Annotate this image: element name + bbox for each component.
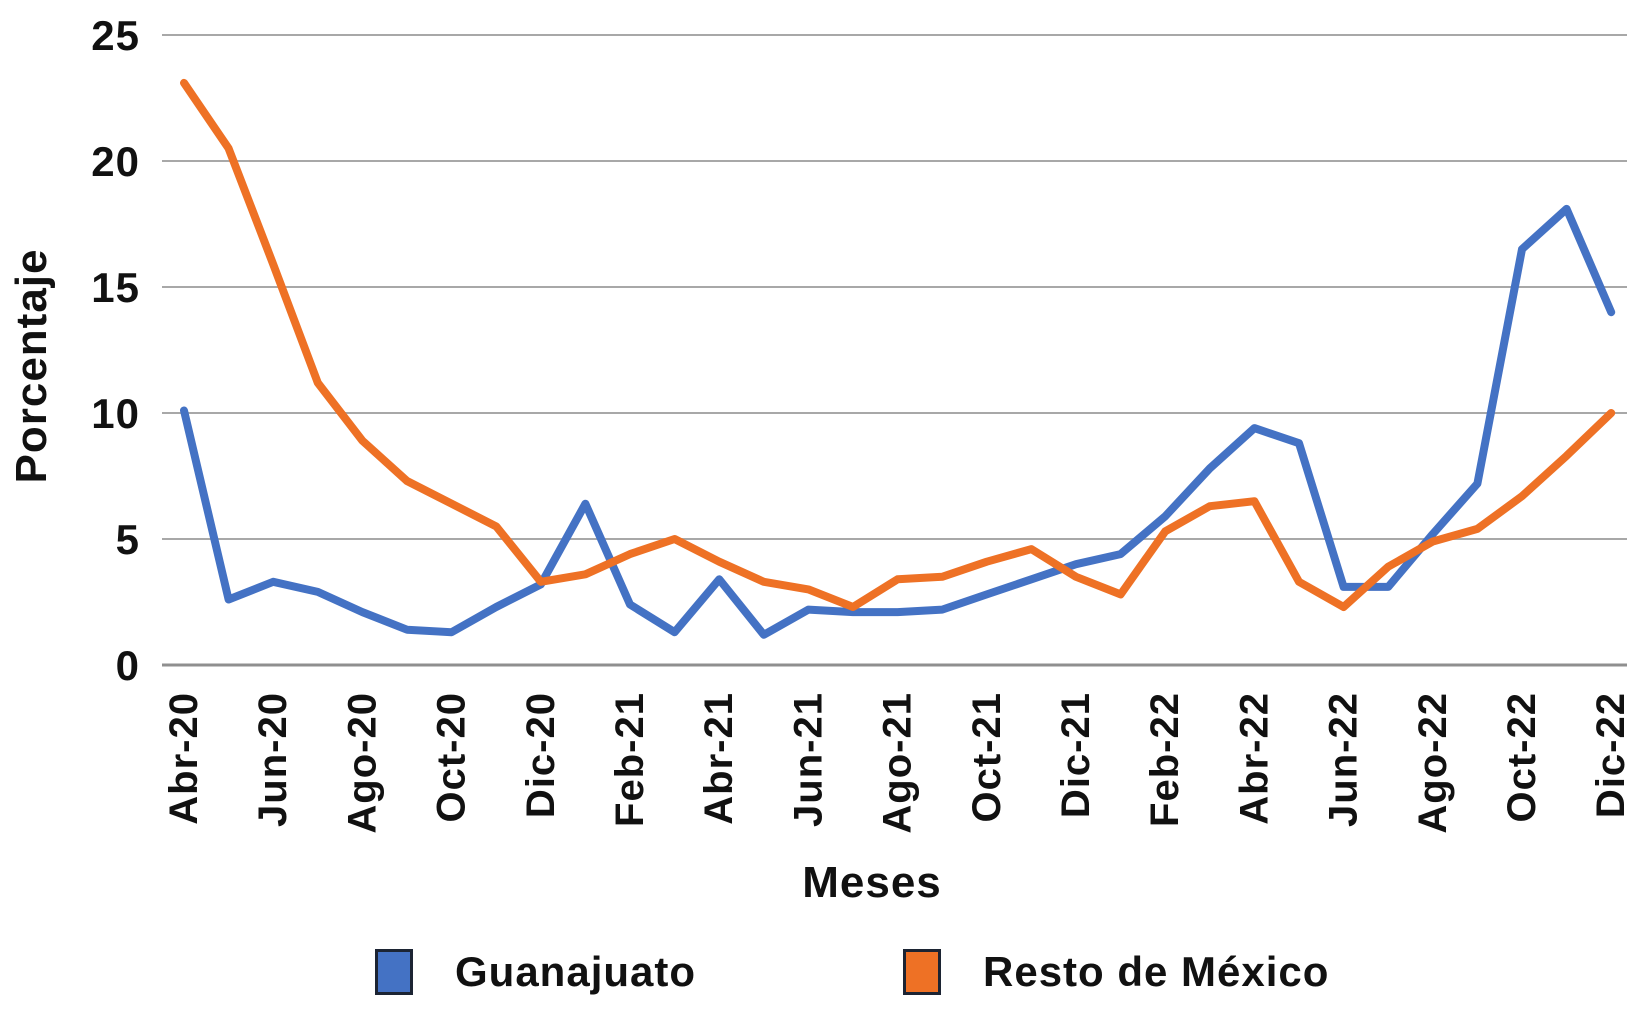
svg-text:20: 20 [91,138,140,185]
svg-text:Oct-22: Oct-22 [1500,692,1544,823]
legend-swatch-guanajuato [375,949,413,995]
legend-item-guanajuato: Guanajuato [375,948,696,996]
svg-text:Abr-22: Abr-22 [1232,692,1276,825]
svg-text:Dic-21: Dic-21 [1054,692,1098,818]
svg-text:Abr-21: Abr-21 [697,692,741,825]
svg-text:Ago-21: Ago-21 [876,692,920,834]
svg-text:0: 0 [116,642,140,689]
svg-text:Jun-21: Jun-21 [786,692,830,827]
svg-text:Abr-20: Abr-20 [162,692,206,825]
svg-text:Oct-21: Oct-21 [965,692,1009,823]
x-axis-title: Meses [802,858,942,907]
y-axis-title: Porcentaje [7,248,56,484]
svg-text:15: 15 [91,264,140,311]
legend-label-resto-de-mexico: Resto de México [983,948,1330,995]
legend-swatch-resto-de-mexico [903,949,941,995]
svg-text:5: 5 [116,516,140,563]
svg-text:Jun-22: Jun-22 [1322,692,1366,827]
svg-text:Oct-20: Oct-20 [430,692,474,823]
svg-text:Feb-22: Feb-22 [1143,692,1187,827]
svg-text:Dic-22: Dic-22 [1589,692,1627,818]
svg-text:Jun-20: Jun-20 [251,692,295,827]
legend-item-resto-de-mexico: Resto de México [903,948,1329,996]
svg-text:Ago-20: Ago-20 [340,692,384,834]
svg-text:10: 10 [91,390,140,437]
svg-text:25: 25 [91,12,140,59]
svg-text:Ago-22: Ago-22 [1411,692,1455,834]
svg-text:Feb-21: Feb-21 [608,692,652,827]
legend-label-guanajuato: Guanajuato [455,948,697,995]
svg-text:Dic-20: Dic-20 [519,692,563,818]
